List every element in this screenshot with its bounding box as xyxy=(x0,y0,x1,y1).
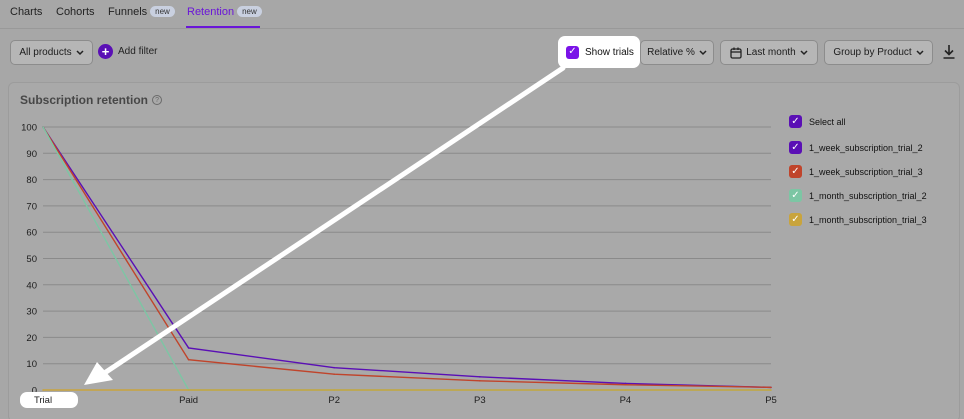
show-trials-label: Show trials xyxy=(585,46,634,58)
chevron-down-icon xyxy=(76,49,84,55)
products-dropdown[interactable]: All products xyxy=(10,40,93,65)
tab-label: Funnels xyxy=(108,6,148,18)
legend-label: 1_week_subscription_trial_3 xyxy=(809,166,923,177)
period-dropdown[interactable]: Last month xyxy=(720,40,818,65)
download-icon[interactable] xyxy=(942,44,956,60)
tab-label: Retention xyxy=(187,6,235,18)
add-filter-label: Add filter xyxy=(118,46,158,57)
legend-item[interactable]: ✓ 1_week_subscription_trial_2 xyxy=(789,141,923,154)
data-point xyxy=(624,383,627,386)
y-tick-label: 30 xyxy=(26,307,37,318)
y-tick-label: 70 xyxy=(26,201,37,212)
panel-title-text: Subscription retention xyxy=(20,93,149,107)
tab-label: Charts xyxy=(10,6,43,18)
x-tick-label: Paid xyxy=(179,395,198,406)
legend-select-all[interactable]: ✓ Select all xyxy=(789,115,846,128)
plus-icon: + xyxy=(98,44,113,59)
new-badge: new xyxy=(150,6,175,17)
annotation-arrow xyxy=(103,65,566,375)
x-tick-label: P2 xyxy=(328,395,340,406)
data-point xyxy=(187,347,190,349)
series-line xyxy=(42,126,772,389)
checkbox-checked-icon[interactable]: ✓ xyxy=(566,45,579,59)
legend-label: Select all xyxy=(809,116,846,127)
x-tick-label: P5 xyxy=(765,395,777,406)
products-label: All products xyxy=(19,47,72,58)
help-icon[interactable]: ? xyxy=(152,95,163,105)
data-point xyxy=(333,373,336,376)
active-tab-indicator xyxy=(186,26,260,28)
legend-label: 1_month_subscription_trial_3 xyxy=(809,214,927,225)
annotation-arrowhead xyxy=(84,362,113,385)
panel-title: Subscription retention ? xyxy=(20,93,163,107)
data-point xyxy=(42,126,44,128)
data-point xyxy=(770,386,772,389)
y-tick-label: 40 xyxy=(26,280,37,291)
add-filter-button[interactable]: + Add filter xyxy=(98,43,157,60)
tab-retention[interactable]: Retention new xyxy=(187,6,262,18)
checkbox-checked-icon[interactable]: ✓ xyxy=(789,189,802,202)
checkbox-checked-icon[interactable]: ✓ xyxy=(789,213,802,226)
tab-funnels[interactable]: Funnels new xyxy=(108,6,175,18)
chevron-down-icon xyxy=(699,49,707,55)
x-tick-label: P4 xyxy=(620,395,632,406)
checkbox-checked-icon[interactable]: ✓ xyxy=(789,115,802,128)
data-point xyxy=(479,376,481,378)
show-trials-toggle[interactable]: ✓ Show trials xyxy=(558,36,640,68)
relative-label: Relative % xyxy=(647,47,695,58)
checkbox-checked-icon[interactable]: ✓ xyxy=(789,165,802,178)
y-tick-label: 50 xyxy=(26,254,37,265)
retention-panel xyxy=(8,82,960,419)
y-tick-label: 0 xyxy=(32,386,37,397)
group-by-dropdown[interactable]: Group by Product xyxy=(824,40,933,65)
legend-item[interactable]: ✓ 1_month_subscription_trial_2 xyxy=(789,189,927,202)
tab-cohorts[interactable]: Cohorts xyxy=(56,6,95,18)
chevron-down-icon xyxy=(916,49,924,55)
y-tick-label: 60 xyxy=(26,228,37,239)
y-tick-label: 20 xyxy=(26,333,37,344)
highlight-box xyxy=(20,392,78,408)
data-point xyxy=(479,389,481,391)
x-tick-label: P3 xyxy=(474,395,486,406)
data-point xyxy=(187,358,190,361)
tab-label: Cohorts xyxy=(56,6,95,18)
chevron-down-icon xyxy=(800,49,808,55)
legend-item[interactable]: ✓ 1_month_subscription_trial_3 xyxy=(789,213,927,226)
new-badge: new xyxy=(237,6,262,17)
y-tick-label: 10 xyxy=(26,359,37,370)
legend-label: 1_month_subscription_trial_2 xyxy=(809,190,927,201)
y-tick-label: 100 xyxy=(21,123,37,134)
calendar-icon xyxy=(730,47,742,59)
x-tick-label: Trial xyxy=(34,395,52,406)
legend-label: 1_week_subscription_trial_2 xyxy=(809,142,923,153)
group-by-label: Group by Product xyxy=(833,47,912,58)
checkbox-checked-icon[interactable]: ✓ xyxy=(789,141,802,154)
relative-dropdown[interactable]: Relative % xyxy=(640,40,714,65)
data-point xyxy=(333,366,336,369)
tab-bar: Charts Cohorts Funnels new Retention new xyxy=(0,0,964,29)
data-point xyxy=(770,389,772,391)
legend-item[interactable]: ✓ 1_week_subscription_trial_3 xyxy=(789,165,923,178)
period-label: Last month xyxy=(746,47,796,58)
tab-charts[interactable]: Charts xyxy=(10,6,42,18)
series-line xyxy=(42,126,772,389)
data-point xyxy=(624,389,627,391)
data-point xyxy=(333,389,336,391)
data-point xyxy=(42,389,44,391)
y-tick-label: 90 xyxy=(26,149,37,160)
data-point xyxy=(479,379,481,382)
y-tick-label: 80 xyxy=(26,175,37,186)
data-point xyxy=(624,382,627,385)
data-point xyxy=(187,389,190,391)
